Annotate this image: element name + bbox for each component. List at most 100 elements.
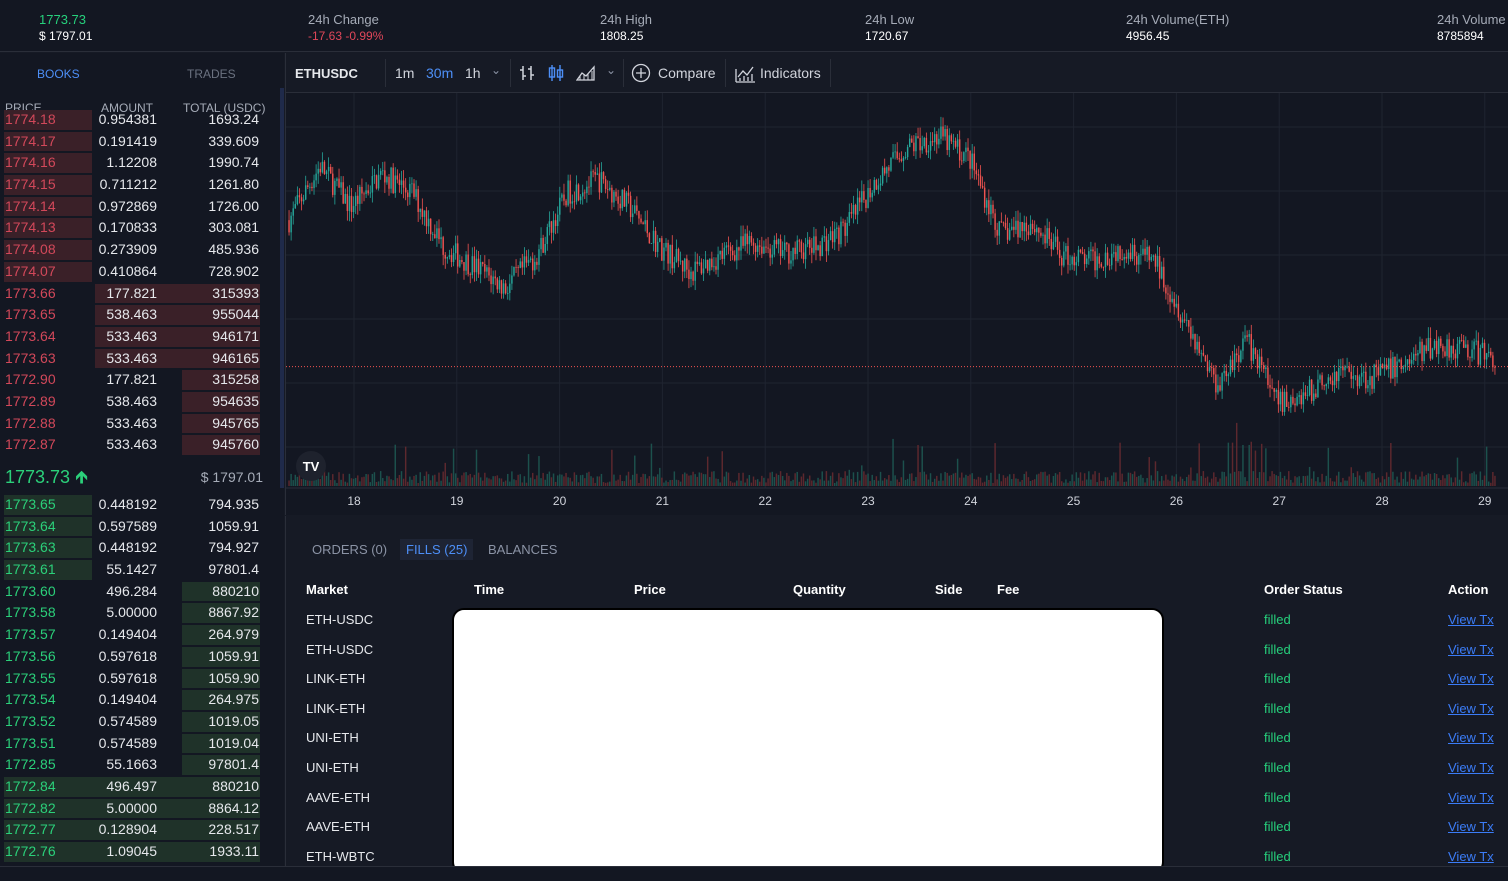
fill-market: LINK-ETH [306, 700, 366, 716]
bid-row[interactable]: 1773.65 0.448192 794.935 [0, 494, 284, 516]
indicators-icon[interactable] [734, 63, 756, 83]
ask-row[interactable]: 1772.88 533.463 945765 [0, 413, 284, 435]
symbol-selector[interactable]: ETHUSDC [295, 66, 358, 81]
bid-row[interactable]: 1772.76 1.09045 1933.11 [0, 841, 284, 863]
view-tx-link[interactable]: View Tx [1448, 612, 1494, 627]
volume-bar [298, 472, 301, 486]
bid-row[interactable]: 1773.60 496.284 880210 [0, 581, 284, 603]
ask-row[interactable]: 1774.17 0.191419 339.609 [0, 131, 284, 153]
volume-bar [594, 482, 596, 486]
total-cell: 1059.91 [208, 647, 259, 664]
indicators-button[interactable]: Indicators [760, 65, 821, 81]
volume-bar [861, 465, 863, 486]
depth-bar [4, 516, 92, 537]
volume-bar [1044, 471, 1046, 486]
candle-body [1086, 258, 1088, 265]
ask-row[interactable]: 1774.18 0.954381 1693.24 [0, 109, 284, 131]
high-stat: 24h High 1808.25 [600, 11, 652, 45]
tab-trades[interactable]: TRADES [187, 67, 236, 81]
area-style-icon[interactable] [576, 64, 596, 82]
ask-row[interactable]: 1774.14 0.972869 1726.00 [0, 196, 284, 218]
view-tx-link[interactable]: View Tx [1448, 819, 1494, 835]
volume-bar [392, 480, 394, 486]
bid-row[interactable]: 1773.61 55.1427 97801.4 [0, 559, 284, 581]
volume-bar [1421, 471, 1423, 486]
candle-body [1471, 349, 1473, 358]
view-tx-link[interactable]: View Tx [1448, 641, 1494, 657]
bid-row[interactable]: 1773.56 0.597618 1059.91 [0, 646, 284, 668]
total-cell: 97801.4 [208, 756, 259, 773]
tab-orders[interactable]: ORDERS (0) [312, 542, 388, 557]
candle-body [442, 237, 444, 255]
bid-row[interactable]: 1773.58 5.00000 8867.92 [0, 602, 284, 624]
volume-bar [952, 473, 955, 486]
volume-bar [536, 475, 538, 486]
ask-row[interactable]: 1772.87 533.463 945760 [0, 434, 284, 456]
volume-bar [1313, 471, 1315, 486]
bid-row[interactable]: 1773.51 0.574589 1019.04 [0, 733, 284, 755]
style-dropdown-icon[interactable]: ⌄ [606, 63, 617, 77]
bid-row[interactable]: 1773.52 0.574589 1019.05 [0, 711, 284, 733]
candle-body [1027, 231, 1030, 236]
ask-row[interactable]: 1774.07 0.410864 728.902 [0, 261, 284, 283]
view-tx-link[interactable]: View Tx [1448, 789, 1494, 805]
ask-row[interactable]: 1773.66 177.821 315393 [0, 283, 284, 305]
ask-row[interactable]: 1774.08 0.273909 485.936 [0, 239, 284, 261]
amount-cell: 0.711212 [99, 176, 157, 193]
ask-row[interactable]: 1774.15 0.711212 1261.80 [0, 174, 284, 196]
candle-body [736, 247, 738, 261]
interval-30m[interactable]: 30m [426, 65, 454, 81]
volume-bar [1292, 482, 1294, 486]
view-tx-link[interactable]: View Tx [1448, 671, 1494, 687]
view-tx-link[interactable]: View Tx [1448, 760, 1494, 775]
bid-row[interactable]: 1773.64 0.597589 1059.91 [0, 516, 284, 538]
volume-bar [673, 471, 676, 486]
tab-fills[interactable]: FILLS (25) [400, 539, 474, 560]
depth-bar [4, 240, 92, 260]
interval-1h[interactable]: 1h [465, 65, 481, 81]
volume-bar [1483, 475, 1486, 486]
view-tx-link[interactable]: View Tx [1448, 848, 1494, 864]
candle-body [723, 247, 726, 259]
view-tx-link[interactable]: View Tx [1448, 700, 1494, 716]
bid-row[interactable]: 1772.85 55.1663 97801.4 [0, 754, 284, 776]
book-scrollbar[interactable] [280, 88, 284, 488]
candles-icon[interactable] [547, 64, 565, 82]
ask-row[interactable]: 1772.89 538.463 954635 [0, 391, 284, 413]
bid-row[interactable]: 1773.63 0.448192 794.927 [0, 537, 284, 559]
bar-style-icon[interactable] [518, 64, 536, 82]
total-cell: 1933.11 [209, 843, 259, 859]
candle-body [1317, 379, 1319, 398]
candle-body [1452, 345, 1455, 354]
ask-row[interactable]: 1773.63 533.463 946165 [0, 348, 284, 370]
candle-body [1444, 351, 1446, 356]
compare-plus-icon[interactable] [631, 63, 651, 83]
amount-cell: 538.463 [106, 306, 157, 323]
amount-cell: 55.1663 [106, 756, 157, 773]
view-tx-link[interactable]: View Tx [1448, 730, 1494, 746]
ask-row[interactable]: 1772.90 177.821 315258 [0, 369, 284, 391]
bid-row[interactable]: 1773.57 0.149404 264.979 [0, 624, 284, 646]
bid-row[interactable]: 1772.77 0.128904 228.517 [0, 819, 284, 841]
volume-bar [713, 471, 715, 486]
ask-row[interactable]: 1774.16 1.12208 1990.74 [0, 152, 284, 174]
volume-bar [1492, 471, 1494, 486]
compare-button[interactable]: Compare [658, 65, 716, 81]
bid-row[interactable]: 1772.84 496.497 880210 [0, 776, 284, 798]
bid-row[interactable]: 1772.82 5.00000 8864.12 [0, 798, 284, 820]
ask-row[interactable]: 1773.64 533.463 946171 [0, 326, 284, 348]
candle-body [1202, 352, 1205, 356]
volume-bar [1006, 476, 1009, 486]
bid-row[interactable]: 1773.54 0.149404 264.975 [0, 689, 284, 711]
tab-books[interactable]: BOOKS [37, 67, 80, 81]
interval-dropdown-icon[interactable]: ⌄ [491, 63, 502, 77]
candle-body [1179, 317, 1182, 323]
volume-bar [1213, 472, 1215, 486]
ask-row[interactable]: 1773.65 538.463 955044 [0, 304, 284, 326]
interval-1m[interactable]: 1m [395, 65, 415, 81]
price-chart[interactable]: 18 19 20 21 22 23 24 25 26 27 28 29 TV [286, 93, 1508, 515]
tab-balances[interactable]: BALANCES [488, 542, 558, 557]
ask-row[interactable]: 1774.13 0.170833 303.081 [0, 217, 284, 239]
bid-row[interactable]: 1773.55 0.597618 1059.90 [0, 668, 284, 690]
candle-body [715, 266, 717, 270]
